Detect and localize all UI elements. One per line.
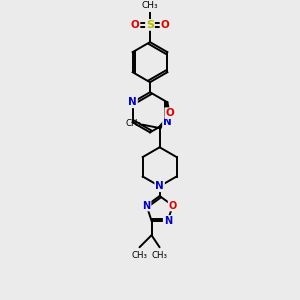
Text: CH₃: CH₃ (131, 251, 148, 260)
Text: CH₃: CH₃ (125, 119, 141, 128)
Text: N: N (142, 200, 151, 211)
Text: O: O (169, 200, 177, 211)
Text: S: S (146, 20, 154, 30)
Polygon shape (158, 113, 170, 130)
Text: N: N (163, 117, 172, 127)
Text: N: N (155, 181, 164, 191)
Text: CH₃: CH₃ (152, 251, 168, 260)
Text: O: O (160, 20, 169, 30)
Text: N: N (164, 216, 172, 226)
Text: N: N (128, 97, 137, 107)
Text: O: O (131, 20, 140, 30)
Text: O: O (165, 108, 174, 118)
Text: CH₃: CH₃ (142, 1, 158, 10)
